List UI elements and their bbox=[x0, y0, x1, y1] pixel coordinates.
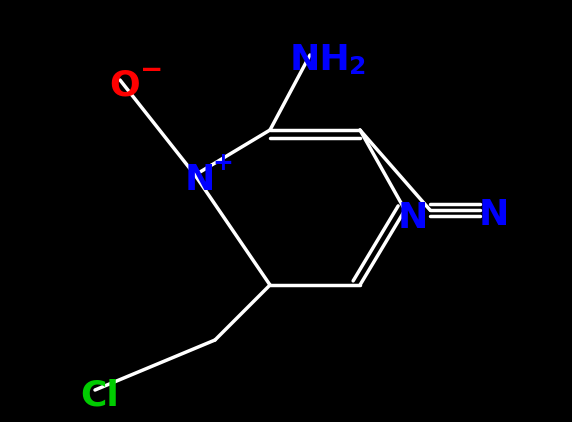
Text: NH: NH bbox=[289, 43, 351, 77]
Text: 2: 2 bbox=[349, 55, 367, 79]
Text: N: N bbox=[479, 198, 509, 232]
Text: +: + bbox=[213, 151, 233, 175]
Text: O: O bbox=[110, 68, 140, 102]
Text: Cl: Cl bbox=[81, 378, 120, 412]
Text: −: − bbox=[140, 56, 164, 84]
Text: N: N bbox=[185, 163, 215, 197]
Text: N: N bbox=[398, 201, 428, 235]
